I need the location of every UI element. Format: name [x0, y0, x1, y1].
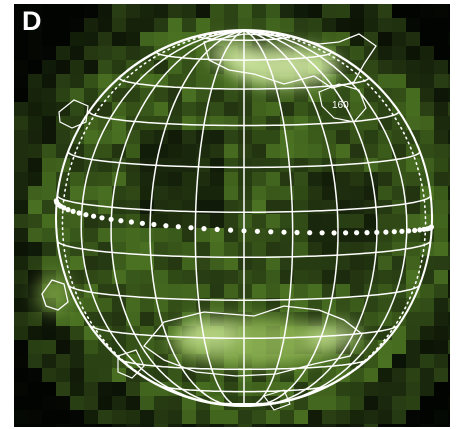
meridian-line	[110, 30, 245, 407]
parallel-line	[198, 35, 290, 41]
meridian-line	[61, 30, 245, 406]
meridian-line	[194, 30, 245, 407]
meridian-line	[243, 30, 433, 406]
meridian-line	[149, 30, 245, 407]
parallel-line	[88, 111, 400, 127]
parallel-line	[118, 77, 370, 90]
meridian-line	[243, 30, 294, 407]
parallel-line	[56, 240, 432, 259]
parallel-line	[67, 284, 421, 301]
contour-label: 160	[332, 100, 349, 111]
panel-letter: D	[22, 6, 42, 36]
image-panel: 160 D	[14, 4, 450, 427]
intensity-contours: 160	[41, 33, 377, 411]
meridian-line	[243, 30, 408, 407]
parallel-line	[56, 195, 432, 213]
globe-visualization: 160	[14, 4, 450, 427]
dotted-equator	[53, 198, 434, 236]
meridian-line	[243, 30, 339, 407]
parallel-line	[155, 51, 333, 61]
parallel-line	[118, 358, 370, 371]
parallel-line	[155, 383, 333, 393]
parallel-line	[88, 324, 400, 340]
parallel-line	[67, 151, 421, 169]
latitude-longitude-grid	[53, 29, 434, 407]
meridian-line	[80, 30, 245, 407]
parallel-line	[198, 399, 290, 405]
